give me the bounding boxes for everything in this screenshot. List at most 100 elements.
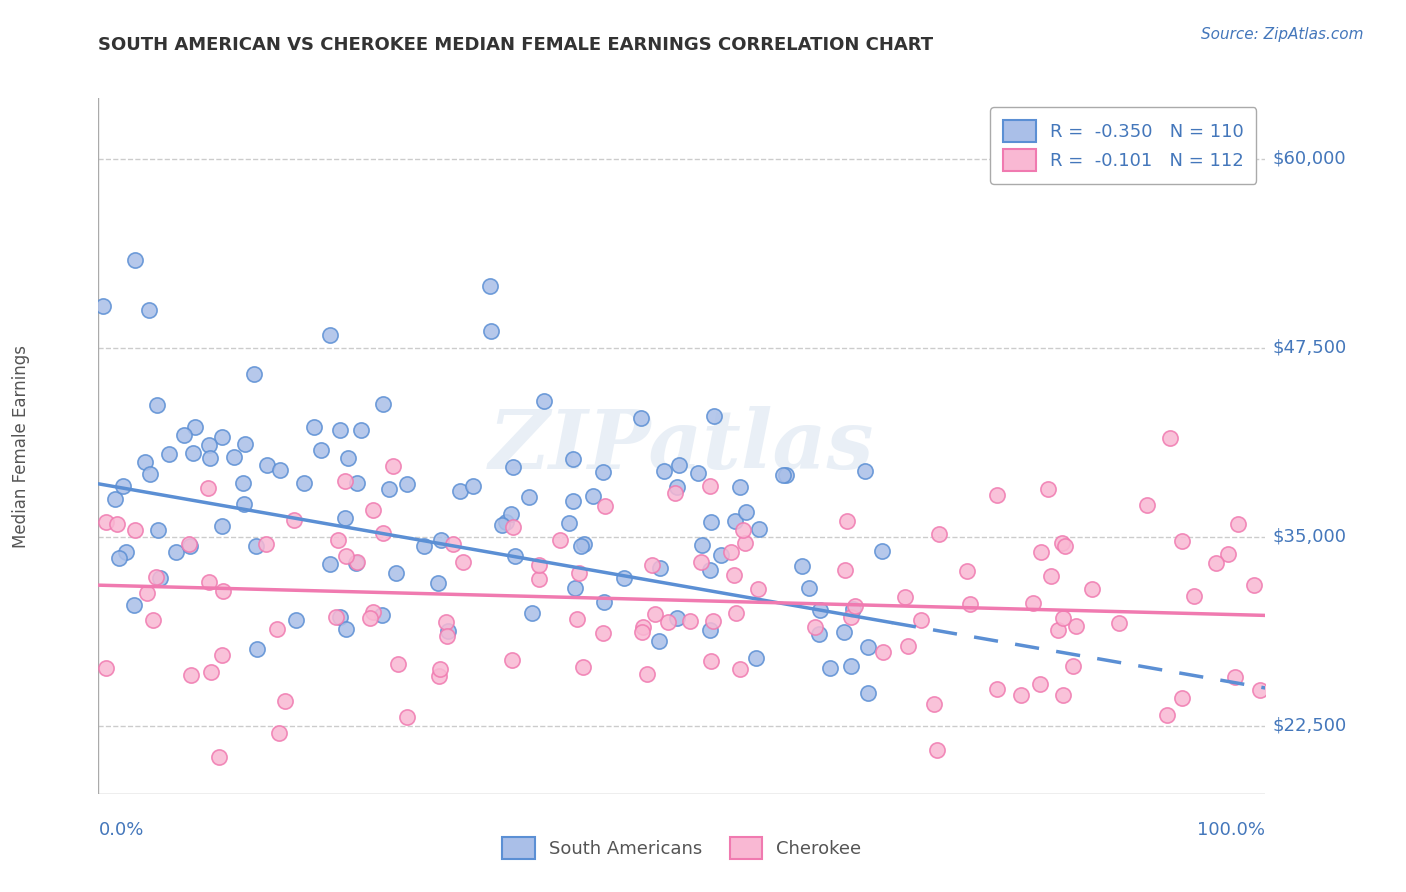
Text: $35,000: $35,000 — [1272, 528, 1347, 546]
Point — [180, 667, 202, 681]
Point — [724, 514, 747, 528]
Point — [1036, 483, 1059, 497]
Point — [808, 603, 831, 617]
Point — [243, 367, 266, 381]
Point — [720, 545, 742, 559]
Point — [548, 533, 571, 548]
Point — [894, 590, 917, 604]
Point — [842, 602, 865, 616]
Point — [285, 613, 308, 627]
Point — [870, 543, 893, 558]
Point — [91, 299, 114, 313]
Point — [1052, 688, 1074, 702]
Point — [527, 573, 550, 587]
Point — [666, 611, 689, 625]
Point — [690, 538, 713, 552]
Point — [283, 513, 305, 527]
Point — [335, 623, 357, 637]
Point — [148, 571, 170, 585]
Point — [807, 627, 830, 641]
Point — [124, 523, 146, 537]
Point — [1053, 539, 1076, 553]
Point — [1108, 616, 1130, 631]
Point — [747, 582, 769, 596]
Point — [165, 545, 187, 559]
Point — [665, 480, 688, 494]
Point — [636, 666, 658, 681]
Point — [1226, 516, 1249, 531]
Point — [325, 609, 347, 624]
Point — [517, 490, 540, 504]
Point — [561, 452, 583, 467]
Point — [832, 624, 855, 639]
Point — [429, 662, 451, 676]
Point — [256, 537, 278, 551]
Point — [1218, 547, 1240, 561]
Point — [434, 615, 457, 629]
Point — [441, 537, 464, 551]
Point — [564, 582, 586, 596]
Text: Median Female Earnings: Median Female Earnings — [13, 344, 30, 548]
Point — [650, 561, 672, 575]
Point — [138, 302, 160, 317]
Point — [292, 476, 315, 491]
Point — [329, 610, 352, 624]
Point — [925, 743, 948, 757]
Point — [841, 658, 863, 673]
Point — [346, 476, 368, 491]
Point — [830, 833, 852, 847]
Point — [361, 503, 384, 517]
Point — [527, 558, 550, 572]
Point — [395, 476, 418, 491]
Point — [1050, 536, 1073, 550]
Point — [382, 458, 405, 473]
Point — [731, 523, 754, 537]
Point — [319, 328, 342, 343]
Point — [378, 482, 401, 496]
Point — [700, 516, 723, 530]
Point — [745, 651, 768, 665]
Point — [302, 419, 325, 434]
Point — [1047, 624, 1070, 638]
Point — [267, 725, 290, 739]
Point — [387, 657, 409, 671]
Point — [179, 539, 201, 553]
Point — [311, 442, 333, 457]
Point — [112, 479, 135, 493]
Point — [501, 507, 523, 521]
Point — [986, 682, 1008, 697]
Point — [872, 645, 894, 659]
Point — [1029, 677, 1052, 691]
Text: 0.0%: 0.0% — [98, 821, 143, 838]
Text: $22,500: $22,500 — [1272, 717, 1347, 735]
Point — [181, 446, 204, 460]
Point — [834, 563, 856, 577]
Point — [146, 398, 169, 412]
Point — [266, 622, 288, 636]
Point — [232, 476, 254, 491]
Point — [723, 568, 745, 582]
Point — [897, 640, 920, 654]
Point — [198, 437, 221, 451]
Point — [1184, 589, 1206, 603]
Point — [124, 599, 146, 613]
Point — [593, 595, 616, 609]
Point — [582, 489, 605, 503]
Point — [184, 420, 207, 434]
Point — [211, 648, 233, 662]
Point — [1171, 534, 1194, 549]
Point — [145, 570, 167, 584]
Point — [641, 558, 664, 573]
Text: 100.0%: 100.0% — [1198, 821, 1265, 838]
Point — [1064, 618, 1087, 632]
Point — [104, 492, 127, 507]
Point — [211, 584, 233, 599]
Point — [329, 423, 352, 437]
Point — [668, 458, 690, 472]
Text: $60,000: $60,000 — [1272, 150, 1346, 168]
Point — [200, 450, 222, 465]
Point — [346, 555, 368, 569]
Point — [336, 450, 359, 465]
Point — [648, 634, 671, 648]
Point — [748, 522, 770, 536]
